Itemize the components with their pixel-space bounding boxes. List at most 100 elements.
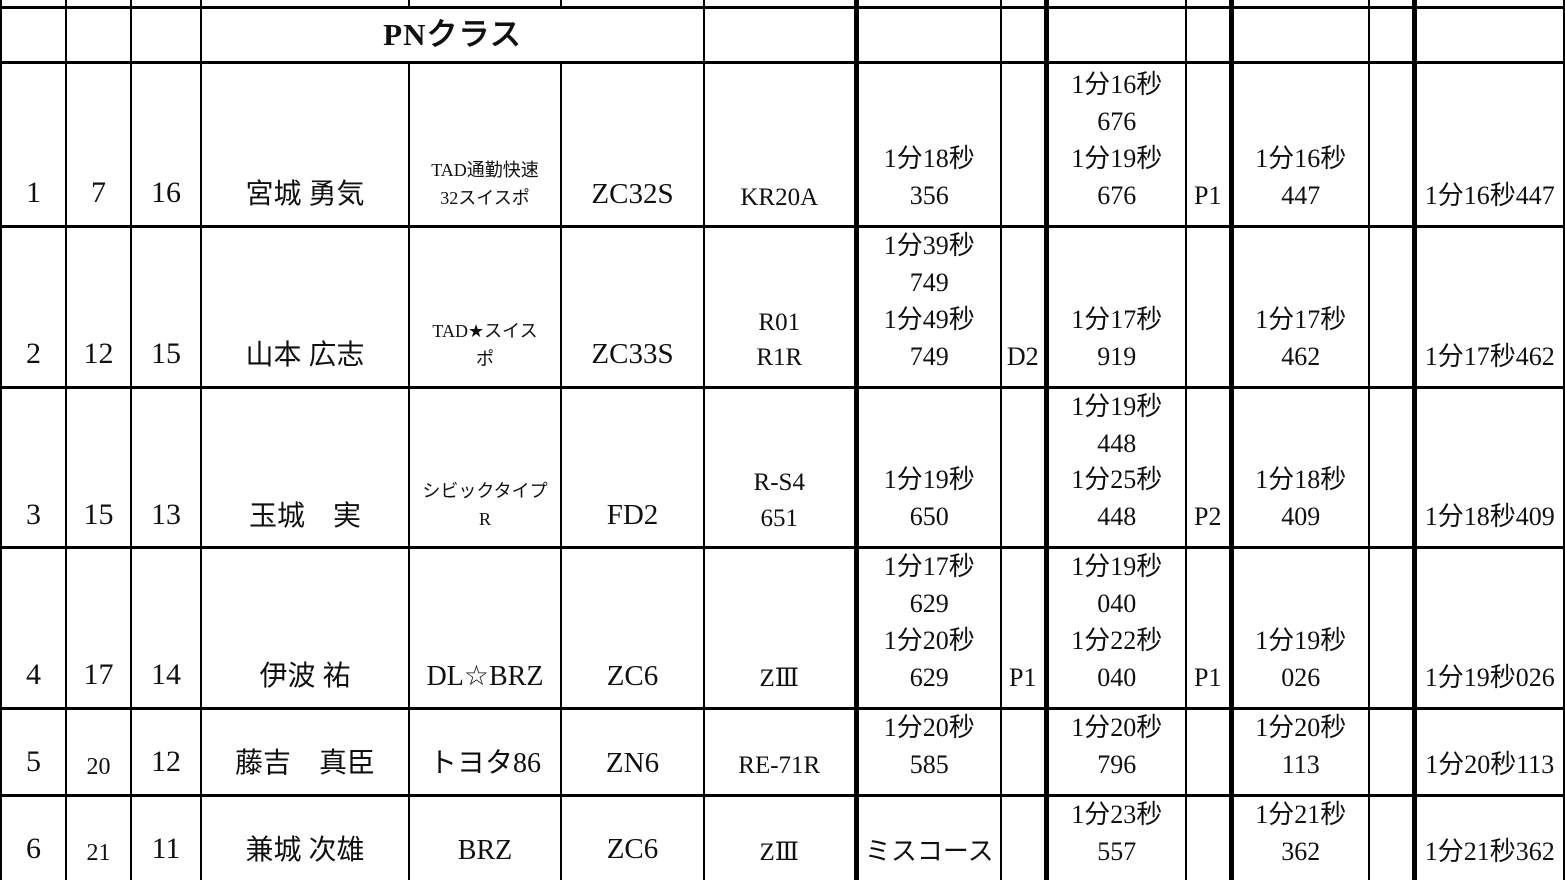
car-number-cell: 12 xyxy=(65,225,132,389)
heat1-time-cell: 1分19秒 650 xyxy=(853,385,1002,550)
heat2-penalty-cell xyxy=(1185,225,1232,389)
heat1-penalty-cell: D2 xyxy=(1000,225,1047,389)
spare-cell xyxy=(1368,793,1415,880)
car-name-cell: トヨタ86 xyxy=(408,706,562,797)
class-header-row: PNクラス xyxy=(0,6,1565,64)
clipped-cell xyxy=(1043,0,1187,9)
heat2-penalty-cell: P1 xyxy=(1185,61,1232,228)
clipped-cell xyxy=(853,0,1002,9)
heat2-time-cell: 1分17秒 919 xyxy=(1043,225,1187,389)
rank-cell: 4 xyxy=(0,546,67,710)
best-time-cell: 1分21秒 362 xyxy=(1228,793,1370,880)
heat2-time-cell: 1分23秒 557 xyxy=(1043,793,1187,880)
heat1-time-cell: 1分39秒 749 1分49秒 749 xyxy=(853,225,1002,389)
car-name-cell: BRZ xyxy=(408,793,562,880)
header-cell xyxy=(130,6,202,64)
entry-number-cell: 16 xyxy=(130,61,202,228)
car-model-cell: ZC6 xyxy=(560,546,705,710)
heat1-time-cell: ミスコース xyxy=(853,793,1002,880)
clipped-cell xyxy=(1368,0,1415,9)
driver-name-cell: 兼城 次雄 xyxy=(200,793,410,880)
final-time-cell: 1分21秒362 xyxy=(1411,793,1565,880)
tire-cell: RE-71R xyxy=(703,706,857,797)
car-number-cell: 15 xyxy=(65,385,132,550)
clipped-cell xyxy=(200,0,410,9)
final-time-cell: 1分17秒462 xyxy=(1411,225,1565,389)
clipped-cell xyxy=(1000,0,1047,9)
header-cell xyxy=(1043,6,1187,64)
car-name-cell: シビックタイプ R xyxy=(408,385,562,550)
heat1-penalty-cell xyxy=(1000,793,1047,880)
heat2-time-cell: 1分19秒 448 1分25秒 448 xyxy=(1043,385,1187,550)
header-cell xyxy=(1228,6,1370,64)
spare-cell xyxy=(1368,61,1415,228)
header-cell xyxy=(1000,6,1047,64)
car-model-cell: FD2 xyxy=(560,385,705,550)
best-time-cell: 1分18秒 409 xyxy=(1228,385,1370,550)
header-cell xyxy=(1185,6,1232,64)
entry-number-cell: 15 xyxy=(130,225,202,389)
car-name-cell: TAD通勤快速 32スイスポ xyxy=(408,61,562,228)
clipped-cell xyxy=(1185,0,1232,9)
entry-number-cell: 12 xyxy=(130,706,202,797)
car-name-cell: TAD★スイス ポ xyxy=(408,225,562,389)
tire-cell: ZⅢ xyxy=(703,793,857,880)
car-number-cell: 21 xyxy=(65,793,132,880)
car-name-cell: DL☆BRZ xyxy=(408,546,562,710)
driver-name-cell: 藤吉 真臣 xyxy=(200,706,410,797)
final-time-cell: 1分19秒026 xyxy=(1411,546,1565,710)
entry-number-cell: 11 xyxy=(130,793,202,880)
clipped-cell xyxy=(408,0,562,9)
clipped-row xyxy=(0,0,1565,9)
best-time-cell: 1分17秒 462 xyxy=(1228,225,1370,389)
tire-cell: ZⅢ xyxy=(703,546,857,710)
tire-cell: R-S4 651 xyxy=(703,385,857,550)
heat2-penalty-cell xyxy=(1185,706,1232,797)
spare-cell xyxy=(1368,385,1415,550)
car-model-cell: ZC32S xyxy=(560,61,705,228)
heat2-penalty-cell xyxy=(1185,793,1232,880)
spare-cell xyxy=(1368,706,1415,797)
heat2-time-cell: 1分16秒 676 1分19秒 676 xyxy=(1043,61,1187,228)
heat1-time-cell: 1分18秒 356 xyxy=(853,61,1002,228)
table-row: 5 20 12 藤吉 真臣 トヨタ86 ZN6 RE-71R 1分20秒 585… xyxy=(0,706,1565,797)
car-number-cell: 20 xyxy=(65,706,132,797)
entry-number-cell: 14 xyxy=(130,546,202,710)
heat2-penalty-cell: P1 xyxy=(1185,546,1232,710)
clipped-cell xyxy=(560,0,705,9)
class-title: PNクラス xyxy=(200,6,705,64)
header-cell xyxy=(0,6,67,64)
best-time-cell: 1分20秒 113 xyxy=(1228,706,1370,797)
clipped-cell xyxy=(65,0,132,9)
table-row: 4 17 14 伊波 祐 DL☆BRZ ZC6 ZⅢ 1分17秒 629 1分2… xyxy=(0,546,1565,710)
heat2-penalty-cell: P2 xyxy=(1185,385,1232,550)
entry-number-cell: 13 xyxy=(130,385,202,550)
driver-name-cell: 宮城 勇気 xyxy=(200,61,410,228)
header-cell xyxy=(65,6,132,64)
table-row: 2 12 15 山本 広志 TAD★スイス ポ ZC33S R01 R1R 1分… xyxy=(0,225,1565,389)
clipped-cell xyxy=(1411,0,1565,9)
header-cell xyxy=(853,6,1002,64)
heat1-penalty-cell xyxy=(1000,385,1047,550)
tire-cell: KR20A xyxy=(703,61,857,228)
rank-cell: 5 xyxy=(0,706,67,797)
driver-name-cell: 伊波 祐 xyxy=(200,546,410,710)
rank-cell: 6 xyxy=(0,793,67,880)
header-cell xyxy=(1411,6,1565,64)
car-model-cell: ZC33S xyxy=(560,225,705,389)
spare-cell xyxy=(1368,546,1415,710)
rank-cell: 3 xyxy=(0,385,67,550)
tire-cell: R01 R1R xyxy=(703,225,857,389)
heat1-penalty-cell xyxy=(1000,61,1047,228)
best-time-cell: 1分19秒 026 xyxy=(1228,546,1370,710)
best-time-cell: 1分16秒 447 xyxy=(1228,61,1370,228)
driver-name-cell: 玉城 実 xyxy=(200,385,410,550)
rank-cell: 2 xyxy=(0,225,67,389)
car-model-cell: ZC6 xyxy=(560,793,705,880)
final-time-cell: 1分16秒447 xyxy=(1411,61,1565,228)
table-row: 3 15 13 玉城 実 シビックタイプ R FD2 R-S4 651 1分19… xyxy=(0,385,1565,550)
car-number-cell: 17 xyxy=(65,546,132,710)
clipped-cell xyxy=(0,0,67,9)
final-time-cell: 1分18秒409 xyxy=(1411,385,1565,550)
